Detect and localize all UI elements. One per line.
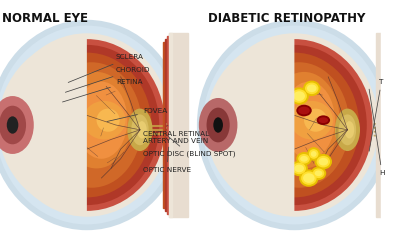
Wedge shape — [0, 36, 87, 214]
Ellipse shape — [96, 108, 120, 132]
Ellipse shape — [75, 82, 128, 159]
Text: SCLERA: SCLERA — [68, 54, 144, 82]
Ellipse shape — [318, 117, 328, 123]
Ellipse shape — [311, 166, 326, 180]
Ellipse shape — [268, 72, 340, 168]
Ellipse shape — [316, 115, 330, 125]
Ellipse shape — [0, 26, 178, 224]
Ellipse shape — [296, 152, 312, 166]
Ellipse shape — [307, 147, 320, 161]
Ellipse shape — [313, 168, 324, 178]
Ellipse shape — [307, 84, 316, 92]
Bar — [165, 39, 168, 211]
Ellipse shape — [3, 33, 171, 217]
Ellipse shape — [131, 114, 149, 145]
Ellipse shape — [315, 170, 322, 176]
Ellipse shape — [294, 164, 304, 172]
Ellipse shape — [137, 121, 147, 138]
Ellipse shape — [210, 33, 378, 217]
Ellipse shape — [339, 114, 356, 145]
Ellipse shape — [290, 87, 309, 105]
Ellipse shape — [280, 126, 290, 134]
Ellipse shape — [315, 154, 332, 170]
Text: CENTRAL RETINAL
ARTERY AND VEIN: CENTRAL RETINAL ARTERY AND VEIN — [143, 125, 209, 144]
Ellipse shape — [9, 39, 165, 211]
Ellipse shape — [222, 45, 367, 205]
Ellipse shape — [197, 20, 392, 230]
Text: T: T — [369, 78, 384, 151]
Ellipse shape — [318, 158, 328, 166]
Text: FOVEA: FOVEA — [107, 108, 167, 122]
Ellipse shape — [0, 96, 34, 154]
Bar — [169, 33, 172, 217]
Ellipse shape — [216, 39, 372, 211]
Ellipse shape — [296, 105, 312, 116]
Ellipse shape — [7, 116, 18, 134]
Ellipse shape — [301, 171, 316, 185]
Ellipse shape — [294, 91, 305, 101]
Ellipse shape — [303, 173, 315, 183]
Text: H: H — [369, 89, 385, 176]
Ellipse shape — [128, 108, 152, 151]
Ellipse shape — [22, 52, 152, 198]
Ellipse shape — [283, 82, 335, 159]
Ellipse shape — [292, 163, 306, 174]
Text: OPTIC DISC (BLIND SPOT): OPTIC DISC (BLIND SPOT) — [143, 136, 235, 157]
Bar — [376, 33, 396, 217]
Ellipse shape — [42, 62, 142, 188]
Ellipse shape — [344, 121, 354, 138]
Ellipse shape — [14, 45, 159, 205]
Ellipse shape — [298, 154, 310, 164]
Ellipse shape — [335, 108, 360, 151]
Text: DIABETIC RETINOPATHY: DIABETIC RETINOPATHY — [208, 12, 365, 25]
Ellipse shape — [316, 156, 330, 168]
Bar — [167, 36, 170, 214]
Ellipse shape — [0, 20, 184, 230]
Ellipse shape — [292, 89, 307, 103]
Ellipse shape — [230, 52, 359, 198]
Ellipse shape — [304, 108, 327, 132]
Ellipse shape — [290, 101, 333, 140]
Bar — [169, 33, 188, 217]
Wedge shape — [206, 36, 294, 214]
Ellipse shape — [309, 149, 318, 159]
Text: CHOROID: CHOROID — [65, 67, 150, 92]
Text: OPTIC NERVE: OPTIC NERVE — [143, 147, 191, 173]
Text: NORMAL EYE: NORMAL EYE — [2, 12, 88, 25]
Ellipse shape — [0, 106, 26, 144]
Ellipse shape — [311, 151, 316, 157]
Ellipse shape — [299, 170, 318, 187]
Bar — [163, 42, 166, 208]
Ellipse shape — [213, 117, 223, 133]
Ellipse shape — [278, 124, 292, 136]
Ellipse shape — [61, 72, 132, 168]
Ellipse shape — [206, 108, 230, 142]
Ellipse shape — [249, 62, 349, 188]
Ellipse shape — [303, 80, 320, 96]
Ellipse shape — [203, 26, 386, 224]
Ellipse shape — [298, 107, 310, 114]
Text: RETINA: RETINA — [62, 78, 142, 102]
Ellipse shape — [305, 82, 318, 94]
Ellipse shape — [83, 101, 126, 140]
Ellipse shape — [300, 156, 308, 162]
Bar — [381, 4, 400, 246]
Ellipse shape — [290, 161, 308, 176]
Ellipse shape — [199, 98, 238, 152]
